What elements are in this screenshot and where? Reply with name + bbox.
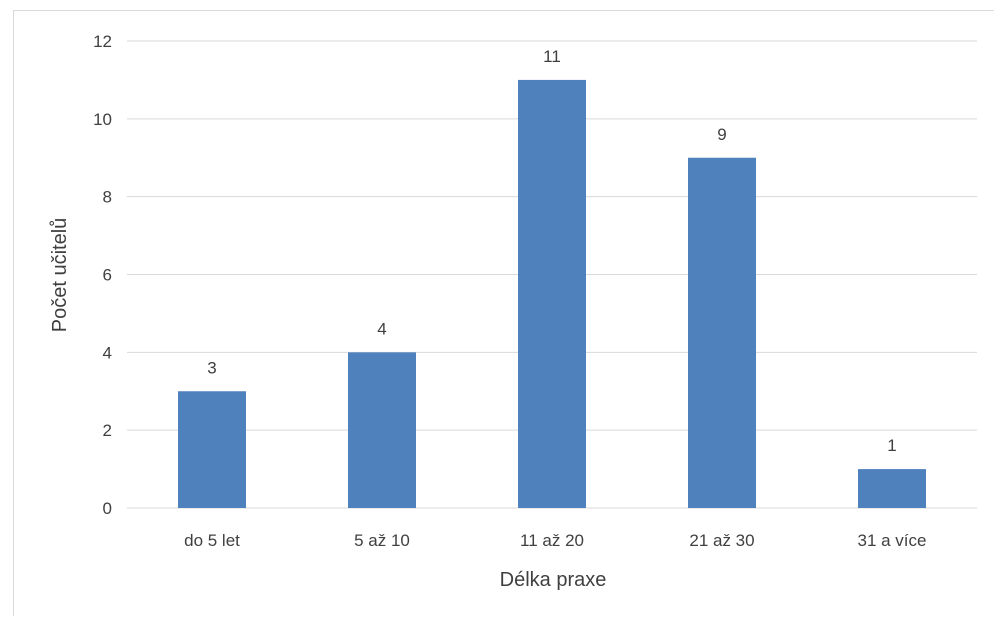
y-tick-label: 4 (103, 343, 112, 362)
data-labels: 3 4 11 9 1 (207, 47, 896, 455)
bar (518, 79, 586, 509)
chart-frame (13, 10, 994, 616)
bar-value-label: 9 (717, 125, 726, 144)
x-tick-label: 31 a více (858, 531, 927, 550)
y-tick-label: 6 (103, 266, 112, 285)
bar (858, 469, 926, 508)
y-tick-label: 0 (103, 499, 112, 518)
x-tick-label: 5 až 10 (354, 531, 410, 550)
bar (178, 391, 246, 508)
y-tick-label: 12 (93, 32, 112, 51)
x-tick-label: 21 až 30 (689, 531, 754, 550)
y-tick-label: 10 (93, 110, 112, 129)
y-tick-label: 2 (103, 421, 112, 440)
x-axis-title: Délka praxe (500, 569, 607, 591)
y-axis-ticks: 0 2 4 6 8 10 12 (93, 32, 112, 518)
bar-value-label: 3 (207, 358, 216, 377)
x-axis-ticks: do 5 let 5 až 10 11 až 20 21 až 30 31 a více (184, 531, 926, 550)
y-axis-title: Počet učitelů (49, 218, 71, 333)
x-tick-label: 11 až 20 (520, 531, 584, 550)
bars (178, 79, 926, 509)
x-tick-label: do 5 let (184, 531, 240, 550)
y-tick-label: 8 (103, 188, 112, 207)
bar (348, 352, 416, 508)
bar-value-label: 1 (887, 436, 896, 455)
bar-value-label: 4 (377, 319, 386, 338)
bar-value-label: 11 (543, 47, 561, 66)
bar (688, 157, 756, 508)
